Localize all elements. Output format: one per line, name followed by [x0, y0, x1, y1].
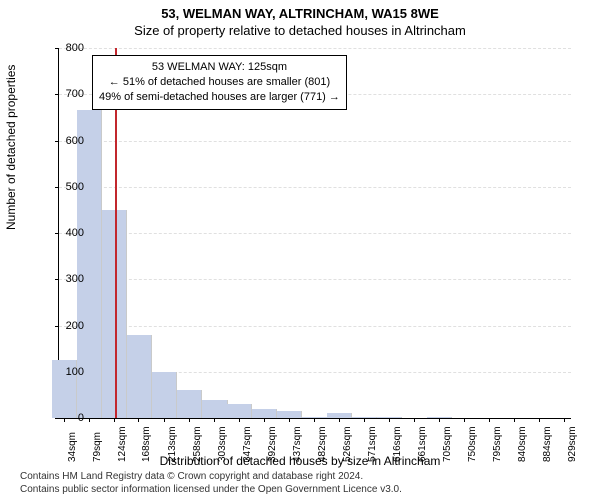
histogram-bar — [127, 335, 152, 418]
info-line-1: 53 WELMAN WAY: 125sqm — [99, 60, 340, 75]
footer: Contains HM Land Registry data © Crown c… — [20, 470, 402, 496]
gridline — [59, 48, 571, 49]
histogram-bar — [227, 404, 252, 418]
y-tick-label: 500 — [54, 181, 84, 193]
y-tick-label: 600 — [54, 135, 84, 147]
y-tick-label: 800 — [54, 42, 84, 54]
gridline — [59, 326, 571, 327]
chart-title-sub: Size of property relative to detached ho… — [0, 21, 600, 38]
gridline — [59, 233, 571, 234]
y-axis-label: Number of detached properties — [4, 65, 18, 230]
histogram-bar — [177, 390, 202, 418]
histogram-bar — [277, 411, 302, 418]
gridline — [59, 187, 571, 188]
info-box: 53 WELMAN WAY: 125sqm ← 51% of detached … — [92, 55, 347, 110]
info-line-3: 49% of semi-detached houses are larger (… — [99, 90, 340, 105]
footer-line-2: Contains public sector information licen… — [20, 483, 402, 496]
histogram-bar — [202, 400, 227, 419]
gridline — [59, 279, 571, 280]
y-tick-label: 400 — [54, 227, 84, 239]
y-tick-label: 700 — [54, 88, 84, 100]
histogram-bar — [152, 372, 177, 418]
y-tick-label: 200 — [54, 320, 84, 332]
y-tick-label: 0 — [54, 412, 84, 424]
footer-line-1: Contains HM Land Registry data © Crown c… — [20, 470, 402, 483]
y-tick-label: 100 — [54, 366, 84, 378]
chart-title-main: 53, WELMAN WAY, ALTRINCHAM, WA15 8WE — [0, 0, 600, 21]
y-tick-label: 300 — [54, 273, 84, 285]
gridline — [59, 141, 571, 142]
info-line-2: ← 51% of detached houses are smaller (80… — [99, 75, 340, 90]
chart-container: 53, WELMAN WAY, ALTRINCHAM, WA15 8WE Siz… — [0, 0, 600, 500]
histogram-bar — [252, 409, 277, 418]
x-axis-label: Distribution of detached houses by size … — [0, 454, 600, 468]
